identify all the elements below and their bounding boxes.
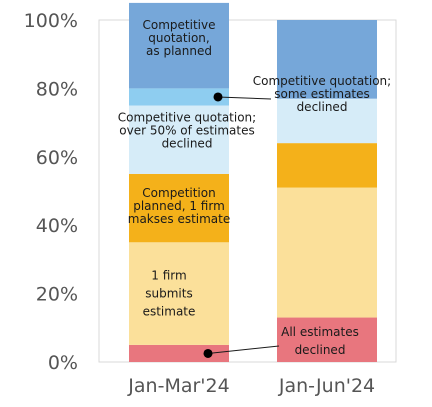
bar-segment-all_declined	[277, 317, 377, 362]
leader-dot-some-declined	[213, 92, 223, 102]
x-category-label: Jan-Jun'24	[278, 375, 375, 397]
annotation-line: 1 firm	[151, 268, 186, 282]
bar-segment-all_declined	[129, 344, 229, 362]
bar-segment-over50_declined	[277, 98, 377, 144]
annotation-line: some estimates	[274, 87, 370, 101]
y-tick-label: 60%	[36, 147, 78, 169]
annotation-line: declined	[162, 137, 213, 151]
annotation-line: over 50% of estimates	[119, 124, 255, 138]
bar-segment-one_firm	[277, 187, 377, 318]
annotation-all_declined: All estimates declined	[281, 325, 359, 357]
bar-segment-one_firm	[129, 242, 229, 345]
annotation-over50_declined: Competitive quotation; over 50% of estima…	[118, 111, 256, 151]
plot-frame	[98, 19, 397, 363]
leader-dot-all-declined	[203, 348, 213, 358]
annotation-line: submits	[145, 286, 192, 300]
bar-segment-as_planned	[277, 20, 377, 99]
annotation-line: Competitive quotation;	[118, 111, 256, 125]
annotation-some_declined: Competitive quotation; some estimates decl…	[253, 74, 391, 114]
annotation-line: Competitive quotation;	[253, 74, 391, 88]
annotation-as_planned: Competitive quotation, as planned	[143, 18, 216, 58]
annotation-line: estimate	[143, 304, 196, 318]
leader-line-some-declined	[217, 96, 272, 100]
bar-segment-planned_one_firm	[129, 173, 229, 243]
annotation-line: quotation,	[148, 31, 209, 45]
y-axis-tick-labels: 0% 20% 40% 60% 80% 100%	[24, 10, 78, 374]
annotation-line: All estimates	[281, 325, 359, 339]
bar-segment-some_declined	[129, 88, 229, 106]
bar-segment-over50_declined	[129, 105, 229, 174]
annotation-line: declined	[297, 100, 348, 114]
y-tick-label: 100%	[24, 10, 78, 32]
bar-segment-planned_one_firm	[277, 143, 377, 188]
annotation-line: Competition	[142, 186, 215, 200]
y-tick-label: 80%	[36, 78, 78, 100]
annotation-line: planned, 1 firm	[133, 199, 225, 213]
annotation-line: makses estimate	[128, 212, 231, 226]
annotation-one_firm: 1 firm submits estimate	[143, 268, 196, 318]
x-axis-category-labels: Jan-Mar'24 Jan-Jun'24	[127, 375, 375, 397]
annotation-planned_one_firm: Competition planned, 1 firm makses estimat…	[128, 186, 231, 226]
segment-annotations: Competitive quotation, as plannedCompetiti…	[118, 18, 391, 358]
y-tick-label: 40%	[36, 215, 78, 237]
plot-area-border	[98, 19, 397, 363]
annotation-line: declined	[295, 343, 346, 357]
bar-segment-as_planned	[129, 2, 229, 89]
leader-line-all-declined	[207, 345, 280, 354]
annotation-line: Competitive	[143, 18, 216, 32]
y-tick-label: 0%	[48, 352, 78, 374]
bar-segments	[129, 2, 377, 362]
y-tick-label: 20%	[36, 284, 78, 306]
annotation-line: as planned	[146, 44, 212, 58]
x-category-label: Jan-Mar'24	[127, 375, 229, 397]
